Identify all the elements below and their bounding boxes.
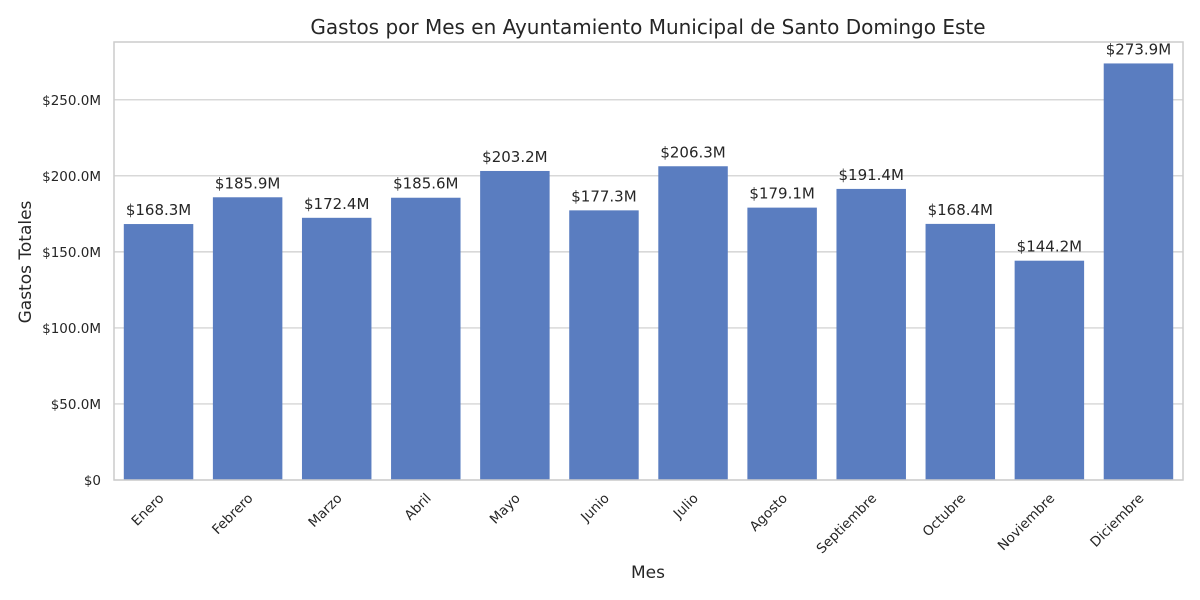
data-labels: $168.3M $185.9M $172.4M $185.6M $203.2M $177.… (126, 40, 1171, 255)
bar (480, 170, 550, 480)
bar-value-label: $168.3M (126, 201, 191, 219)
bar (747, 207, 817, 480)
bar-value-label: $203.2M (482, 148, 547, 166)
x-tick-label: Diciembre (1087, 491, 1147, 551)
chart-title: Gastos por Mes en Ayuntamiento Municipal… (310, 15, 985, 39)
bar (836, 188, 906, 480)
bar-value-label: $191.4M (838, 166, 903, 184)
x-tick-label: Febrero (209, 491, 256, 538)
bar-value-label: $185.9M (215, 174, 280, 192)
y-tick-label: $0 (84, 473, 101, 489)
bars (123, 63, 1174, 481)
bar (391, 197, 461, 480)
bar-value-label: $172.4M (304, 195, 369, 213)
x-tick-label: Enero (129, 491, 168, 530)
bar-value-label: $177.3M (571, 187, 636, 205)
bar (658, 166, 728, 481)
y-tick-label: $200.0M (42, 169, 101, 185)
y-tick-label: $50.0M (51, 397, 101, 413)
plot-frame (113, 41, 1184, 481)
bar (212, 197, 283, 480)
x-tick-label: Octubre (920, 491, 970, 541)
y-tick-label: $150.0M (42, 245, 101, 261)
x-axis-ticks: Enero Febrero Marzo Abril Mayo Junio Julio Agos… (129, 491, 1148, 558)
x-tick-label: Julio (670, 491, 702, 523)
bar-value-label: $185.6M (393, 175, 458, 193)
x-tick-label: Noviembre (995, 491, 1058, 554)
y-axis-label: Gastos Totales (16, 200, 36, 323)
x-axis-label: Mes (631, 563, 665, 583)
bar (301, 217, 372, 480)
x-tick-label: Junio (577, 491, 612, 526)
bar-value-label: $168.4M (928, 201, 993, 219)
bar-value-label: $179.1M (749, 185, 814, 203)
bar (569, 210, 639, 480)
x-tick-label: Abril (401, 491, 434, 524)
y-tick-label: $100.0M (42, 321, 101, 337)
bar (123, 224, 194, 480)
y-axis-ticks: $0 $50.0M $100.0M $150.0M $200.0M $250.0M (42, 93, 101, 489)
bar-value-label: $206.3M (660, 143, 725, 161)
y-tick-label: $250.0M (42, 93, 101, 109)
bar (1103, 63, 1174, 480)
x-tick-label: Septiembre (814, 491, 881, 558)
bar-value-label: $144.2M (1017, 238, 1082, 256)
x-tick-label: Agosto (747, 491, 791, 535)
x-tick-label: Mayo (487, 491, 524, 528)
x-tick-label: Marzo (305, 491, 345, 531)
bar (925, 223, 996, 480)
bar-value-label: $273.9M (1106, 40, 1171, 58)
bar (1014, 260, 1085, 480)
